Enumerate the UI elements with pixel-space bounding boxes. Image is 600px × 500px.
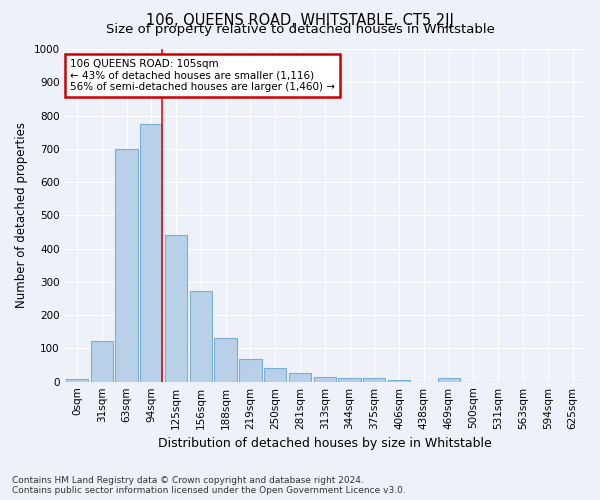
Text: Size of property relative to detached houses in Whitstable: Size of property relative to detached ho… — [106, 22, 494, 36]
Bar — [190, 291, 212, 382]
Bar — [289, 373, 311, 382]
Bar — [239, 359, 262, 382]
Y-axis label: Number of detached properties: Number of detached properties — [15, 122, 28, 308]
Bar — [314, 377, 336, 382]
Bar — [165, 236, 187, 382]
Text: 106 QUEENS ROAD: 105sqm
← 43% of detached houses are smaller (1,116)
56% of semi: 106 QUEENS ROAD: 105sqm ← 43% of detache… — [70, 59, 335, 92]
Bar — [437, 378, 460, 382]
Bar — [140, 124, 163, 382]
Bar — [388, 380, 410, 382]
Bar — [363, 378, 385, 382]
Bar — [338, 378, 361, 382]
X-axis label: Distribution of detached houses by size in Whitstable: Distribution of detached houses by size … — [158, 437, 491, 450]
Text: 106, QUEENS ROAD, WHITSTABLE, CT5 2JJ: 106, QUEENS ROAD, WHITSTABLE, CT5 2JJ — [146, 12, 454, 28]
Bar — [264, 368, 286, 382]
Text: Contains HM Land Registry data © Crown copyright and database right 2024.
Contai: Contains HM Land Registry data © Crown c… — [12, 476, 406, 495]
Bar — [115, 149, 137, 382]
Bar — [66, 379, 88, 382]
Bar — [214, 338, 237, 382]
Bar — [91, 341, 113, 382]
